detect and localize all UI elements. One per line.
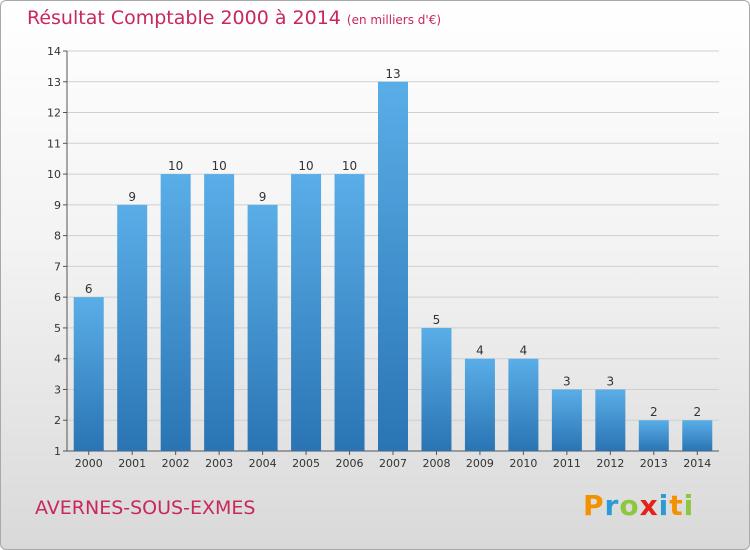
logo-letter: i xyxy=(658,489,670,522)
x-tick-label: 2006 xyxy=(336,457,364,470)
chart-subtitle: (en milliers d'€) xyxy=(346,13,442,27)
bar-2009 xyxy=(464,358,495,451)
bar-2000 xyxy=(73,297,104,451)
data-label: 5 xyxy=(433,313,441,327)
town-name: AVERNES-SOUS-EXMES xyxy=(35,497,256,519)
logo-letter: P xyxy=(583,489,605,522)
data-label: 4 xyxy=(476,344,484,358)
data-label: 10 xyxy=(168,159,183,173)
chart-title-block: Résultat Comptable 2000 à 2014 (en millie… xyxy=(27,7,441,29)
bar-2002 xyxy=(160,174,191,452)
x-tick-label: 2007 xyxy=(379,457,407,470)
x-tick-label: 2005 xyxy=(292,457,320,470)
y-tick-label: 13 xyxy=(47,76,61,89)
bar-2011 xyxy=(551,389,582,451)
logo-letter: t xyxy=(669,489,684,522)
data-label: 10 xyxy=(342,159,357,173)
bar-2012 xyxy=(595,389,626,451)
proxiti-logo[interactable]: Proxiti xyxy=(583,489,694,522)
data-label: 2 xyxy=(693,405,701,419)
data-label: 3 xyxy=(563,374,571,388)
y-tick-label: 12 xyxy=(47,107,61,120)
x-tick-label: 2004 xyxy=(249,457,277,470)
data-label: 3 xyxy=(607,374,615,388)
y-tick-label: 11 xyxy=(47,137,61,150)
data-label: 9 xyxy=(128,190,136,204)
x-tick-label: 2012 xyxy=(596,457,624,470)
logo-letter: i xyxy=(683,489,695,522)
x-tick-label: 2003 xyxy=(205,457,233,470)
data-label: 10 xyxy=(211,159,226,173)
y-tick-label: 14 xyxy=(47,45,61,58)
logo-letter: r xyxy=(604,489,620,522)
x-tick-label: 2001 xyxy=(118,457,146,470)
chart-title: Résultat Comptable 2000 à 2014 xyxy=(27,7,341,29)
x-tick-label: 2009 xyxy=(466,457,494,470)
x-tick-label: 2008 xyxy=(422,457,450,470)
y-tick-label: 4 xyxy=(54,353,61,366)
y-tick-label: 8 xyxy=(54,230,61,243)
logo-letter: x xyxy=(639,489,659,522)
data-labels: 6 9 10 10 9 10 10 13 5 4 4 3 3 2 2 xyxy=(85,67,701,419)
logo-letter: o xyxy=(619,489,640,522)
x-tick-label: 2014 xyxy=(683,457,711,470)
y-tick-label: 3 xyxy=(54,383,61,396)
data-label: 13 xyxy=(385,67,400,81)
y-tick-label: 1 xyxy=(54,445,61,458)
y-tick-label: 10 xyxy=(47,168,61,181)
bar-2008 xyxy=(421,327,452,451)
bar-2014 xyxy=(682,420,713,451)
bar-2007 xyxy=(378,81,408,452)
y-tick-label: 7 xyxy=(54,260,61,273)
y-tick-label: 5 xyxy=(54,322,61,335)
y-tick-label: 9 xyxy=(54,199,61,212)
x-tick-label: 2000 xyxy=(75,457,103,470)
x-tick-label: 2013 xyxy=(640,457,668,470)
x-tick-label: 2011 xyxy=(553,457,581,470)
data-label: 4 xyxy=(520,344,528,358)
bar-2005 xyxy=(291,174,322,452)
bar-2003 xyxy=(204,174,235,452)
bars xyxy=(73,81,713,452)
bar-2010 xyxy=(508,358,539,451)
y-tick-label: 2 xyxy=(54,414,61,427)
bar-2013 xyxy=(638,420,669,451)
data-label: 10 xyxy=(298,159,313,173)
data-label: 9 xyxy=(259,190,267,204)
data-label: 6 xyxy=(85,282,93,296)
bar-2001 xyxy=(117,204,148,451)
data-label: 2 xyxy=(650,405,658,419)
x-tick-label: 2002 xyxy=(162,457,190,470)
y-tick-label: 6 xyxy=(54,291,61,304)
bar-2004 xyxy=(247,204,278,451)
x-tick-label: 2010 xyxy=(509,457,537,470)
bar-2006 xyxy=(334,174,365,452)
